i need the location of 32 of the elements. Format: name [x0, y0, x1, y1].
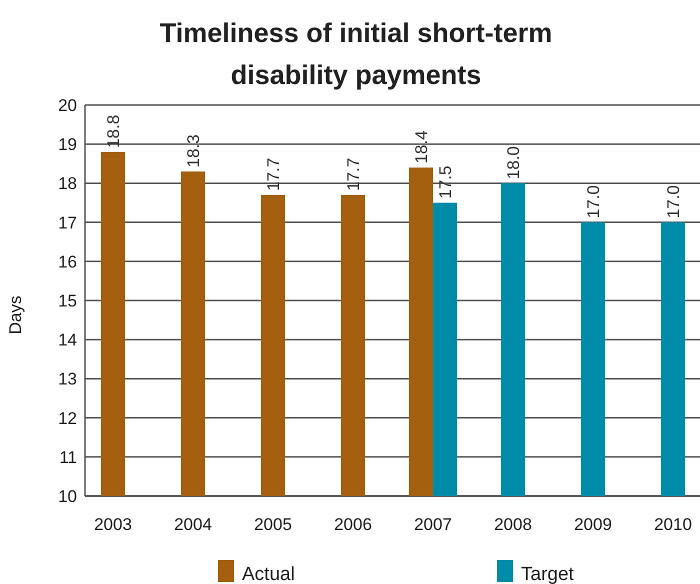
y-tick-label: 18 [58, 174, 77, 194]
x-tick-label: 2004 [174, 515, 212, 534]
y-tick-label: 11 [59, 448, 77, 467]
data-label: 17.7 [264, 158, 283, 191]
y-tick-label: 14 [58, 330, 77, 350]
x-tick-label: 2003 [94, 515, 132, 534]
x-tick-label: 2007 [414, 515, 452, 534]
x-tick-label: 2006 [334, 515, 372, 534]
y-tick-label: 16 [58, 252, 77, 272]
data-label: 18.8 [104, 114, 123, 148]
data-label: 17.7 [344, 158, 363, 191]
data-label: 17.0 [584, 185, 603, 218]
data-label: 18.0 [504, 146, 523, 180]
data-label: 18.4 [412, 130, 431, 164]
y-tick-label: 15 [58, 292, 77, 310]
y-tick-label: 12 [58, 408, 77, 428]
data-label: 17.5 [436, 166, 455, 199]
x-tick-label: 2009 [574, 515, 612, 534]
x-tick-label: 2010 [654, 515, 692, 534]
chart-title: Timeliness of initial short-term disability payments [160, 18, 552, 90]
data-label: 18.3 [184, 134, 203, 168]
data-label: 17.0 [664, 185, 683, 218]
y-tick-label: 17 [58, 213, 77, 232]
y-tick-label: 13 [58, 370, 77, 389]
y-axis-title: Days [6, 296, 25, 334]
y-tick-label: 19 [58, 135, 77, 154]
x-tick-label: 2005 [254, 515, 292, 534]
legend-label: Actual [242, 564, 295, 584]
x-tick-label: 2008 [494, 515, 532, 534]
y-tick-label: 10 [58, 487, 77, 506]
legend-label: Target [521, 564, 575, 584]
y-tick-label: 20 [58, 96, 77, 115]
